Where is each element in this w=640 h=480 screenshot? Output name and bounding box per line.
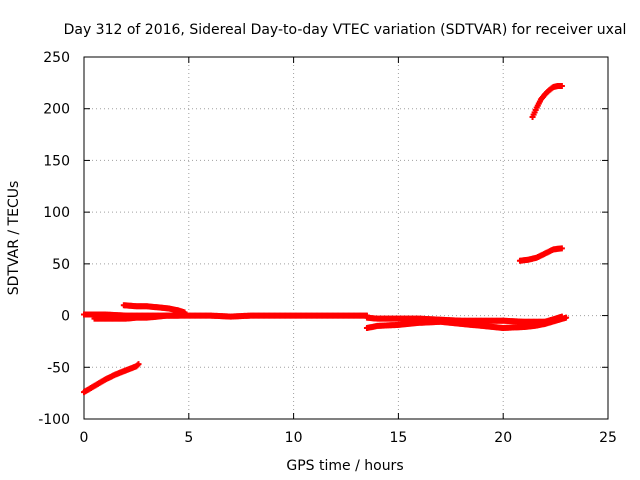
data-series-6 bbox=[363, 314, 570, 331]
data-point bbox=[558, 82, 565, 89]
data-point bbox=[175, 312, 182, 319]
data-series-7 bbox=[516, 245, 565, 264]
y-tick-label: -50 bbox=[47, 360, 70, 376]
y-tick-label: 50 bbox=[52, 257, 70, 273]
grid bbox=[84, 57, 608, 419]
data-series-4 bbox=[120, 302, 188, 316]
y-tick-label: 250 bbox=[43, 50, 70, 66]
data-series-8 bbox=[529, 82, 565, 120]
data-series-1 bbox=[81, 361, 142, 396]
data-series bbox=[81, 82, 570, 396]
plot-frame bbox=[83, 56, 609, 420]
x-tick-label: 10 bbox=[285, 430, 303, 446]
y-axis-label: SDTVAR / TECUs bbox=[6, 181, 22, 296]
axis-ticks: 0 5 10 15 20 25 -100 -50 0 50 100 150 200 250 bbox=[38, 50, 617, 446]
y-tick-label: 150 bbox=[43, 153, 70, 169]
x-tick-label: 25 bbox=[599, 430, 617, 446]
y-tick-label: 0 bbox=[61, 309, 70, 325]
x-tick-label: 20 bbox=[494, 430, 512, 446]
data-series-3 bbox=[91, 312, 182, 322]
y-tick-label: 100 bbox=[43, 205, 70, 221]
data-point bbox=[563, 314, 570, 321]
x-tick-label: 5 bbox=[184, 430, 193, 446]
x-axis-label: GPS time / hours bbox=[286, 458, 403, 474]
data-point bbox=[558, 245, 565, 252]
x-tick-label: 15 bbox=[389, 430, 407, 446]
y-tick-label: 200 bbox=[43, 102, 70, 118]
chart-title: Day 312 of 2016, Sidereal Day-to-day VTE… bbox=[64, 22, 627, 38]
data-point bbox=[135, 361, 142, 368]
data-point bbox=[181, 309, 188, 316]
x-tick-label: 0 bbox=[80, 430, 89, 446]
y-tick-label: -100 bbox=[38, 412, 70, 428]
